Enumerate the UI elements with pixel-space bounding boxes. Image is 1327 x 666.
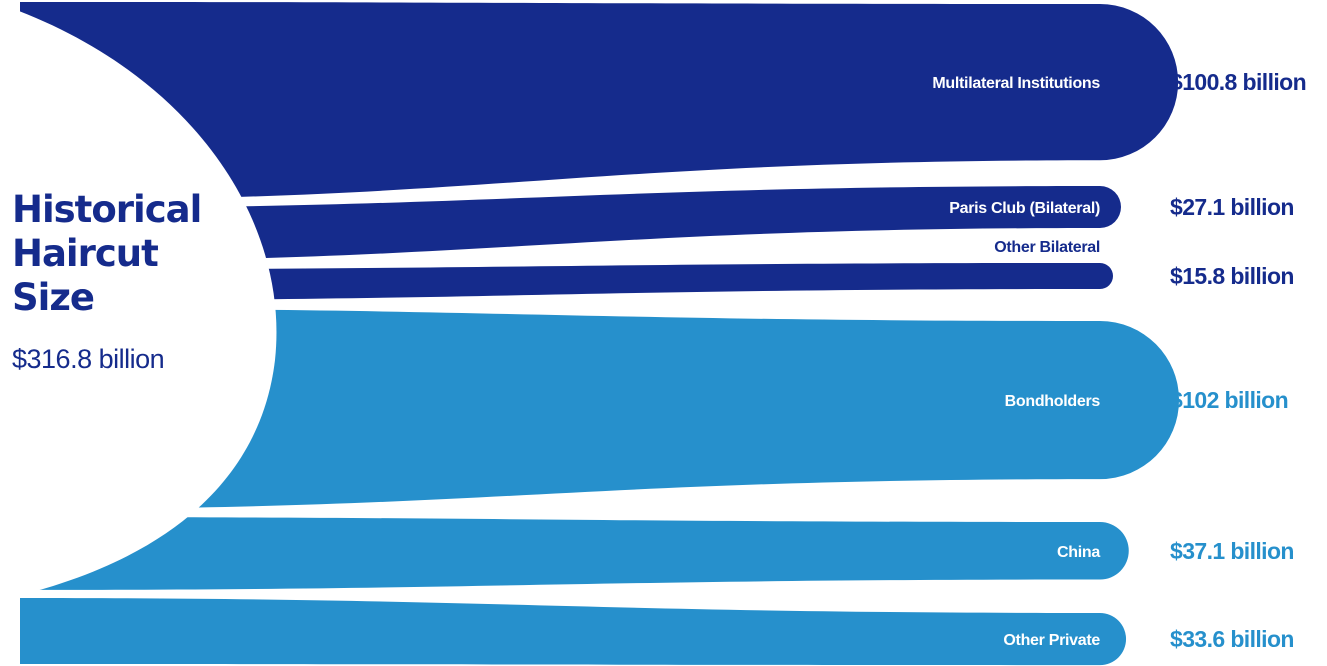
band-name-label: Paris Club (Bilateral): [949, 200, 1100, 217]
band-bondholders: [20, 308, 1180, 510]
value-label: $37.1 billion: [1170, 538, 1294, 564]
chart-title-line-2: Haircut: [12, 232, 159, 275]
value-label: $33.6 billion: [1170, 626, 1294, 652]
band-name-label: Other Bilateral: [994, 239, 1100, 256]
band-multilateral-institutions: [20, 2, 1179, 201]
value-label: $100.8 billion: [1170, 69, 1306, 95]
chart-title-line-1: Historical: [12, 188, 202, 231]
total-value: $316.8 billion: [12, 344, 165, 374]
band-name-label: China: [1057, 544, 1100, 561]
band-china: [20, 517, 1129, 590]
band-paris-club-bilateral: [20, 186, 1122, 262]
title-block: Historical Haircut Size $316.8 billion: [12, 188, 252, 375]
value-label: $27.1 billion: [1170, 194, 1294, 220]
sankey-labels: Multilateral Institutions $100.8 billion P…: [932, 69, 1306, 652]
value-label: $15.8 billion: [1170, 263, 1294, 289]
band-other-private: [20, 597, 1127, 666]
source-node-circle: [0, 4, 277, 600]
value-label: $102 billion: [1170, 387, 1288, 413]
band-name-label: Bondholders: [1005, 393, 1101, 410]
band-name-label: Multilateral Institutions: [932, 75, 1100, 92]
sankey-bands: [20, 2, 1180, 666]
chart-title-line-3: Size: [12, 276, 95, 319]
band-other-bilateral: [20, 263, 1113, 301]
band-name-label: Other Private: [1003, 632, 1100, 649]
